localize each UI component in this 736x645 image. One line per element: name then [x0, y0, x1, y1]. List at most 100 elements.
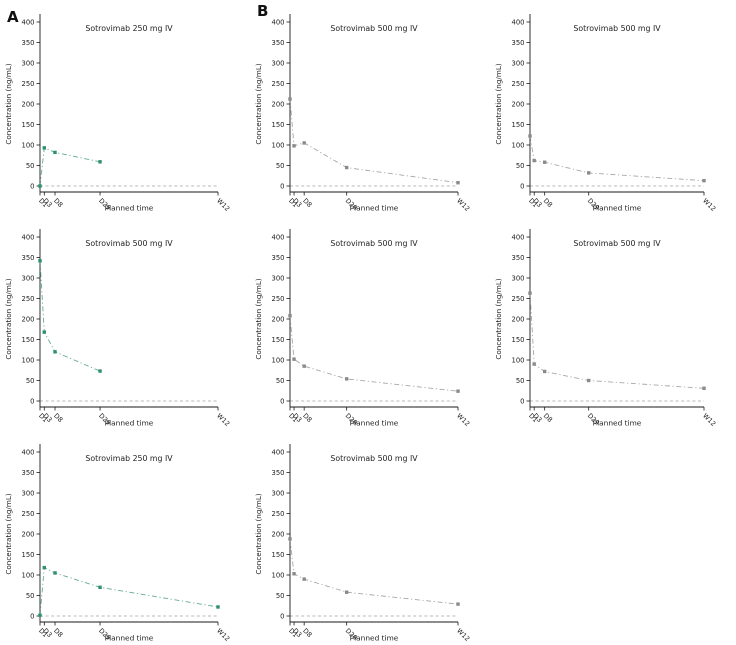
- data-point-marker: [542, 369, 547, 374]
- data-point-marker: [42, 146, 46, 150]
- data-point-marker: [586, 171, 591, 175]
- y-tick-label: 200: [512, 315, 525, 323]
- y-tick-label: 300: [272, 59, 285, 67]
- data-point-marker: [98, 160, 102, 164]
- y-axis-title: Concentration (ng/mL): [4, 278, 13, 359]
- data-point-marker: [42, 330, 46, 334]
- y-tick-label: 0: [520, 182, 524, 190]
- y-tick-label: 0: [30, 612, 34, 620]
- series-line: [39, 566, 219, 616]
- y-tick-label: 0: [280, 182, 284, 190]
- data-point-marker: [292, 357, 296, 361]
- chart-title: Sotrovimab 500 mg IV: [573, 239, 661, 248]
- data-point-marker: [53, 150, 57, 155]
- data-point-marker: [42, 565, 46, 570]
- y-axis-title: Concentration (ng/mL): [254, 63, 263, 144]
- data-point-marker: [456, 602, 460, 606]
- data-point-marker: [302, 141, 306, 145]
- y-tick-label: 150: [512, 336, 525, 344]
- data-point-marker: [532, 158, 536, 163]
- x-axis-title: Planned time: [593, 419, 642, 428]
- chart-title: Sotrovimab 500 mg IV: [330, 239, 418, 248]
- y-tick-label: 100: [272, 356, 285, 364]
- x-tick-label: W12: [215, 627, 231, 643]
- y-tick-label: 0: [30, 182, 34, 190]
- x-tick-label: W12: [215, 197, 231, 213]
- chart-title: Sotrovimab 500 mg IV: [330, 24, 418, 33]
- y-tick-label: 250: [22, 510, 35, 518]
- x-axis-title: Planned time: [350, 634, 399, 643]
- x-tick-label: W12: [455, 197, 471, 213]
- x-tick-label: D8: [301, 197, 313, 209]
- y-tick-label: 350: [272, 254, 285, 262]
- y-tick-label: 200: [272, 315, 285, 323]
- y-tick-label: 250: [272, 80, 285, 88]
- data-point-marker: [292, 144, 296, 148]
- y-axis-title: Concentration (ng/mL): [494, 278, 503, 359]
- data-point-marker: [288, 537, 292, 541]
- data-point-marker: [344, 165, 349, 170]
- chart-cell: 0 50 100 150 200 250 300 350 400 D1 D3 D8 D29 W12 Conc…: [250, 430, 490, 645]
- empty-cell: [490, 430, 736, 645]
- data-point-marker: [98, 369, 102, 373]
- y-tick-label: 250: [22, 80, 35, 88]
- x-axis-title: Planned time: [105, 634, 154, 643]
- y-tick-label: 250: [272, 510, 285, 518]
- x-tick-label: W12: [455, 412, 471, 428]
- data-point-marker: [456, 389, 460, 393]
- data-point-marker: [344, 377, 349, 381]
- y-tick-label: 50: [276, 377, 285, 385]
- x-tick-label: D8: [52, 197, 64, 209]
- y-tick-label: 350: [512, 39, 525, 47]
- data-point-marker: [702, 386, 706, 390]
- data-point-marker: [38, 613, 42, 617]
- x-axis-title: Planned time: [105, 204, 154, 213]
- chart-title: Sotrovimab 500 mg IV: [330, 454, 418, 463]
- y-tick-label: 150: [22, 551, 35, 559]
- data-point-marker: [344, 590, 349, 594]
- y-tick-label: 100: [512, 356, 525, 364]
- data-point-marker: [542, 160, 547, 164]
- y-tick-label: 0: [520, 397, 524, 405]
- y-tick-label: 400: [512, 18, 525, 26]
- y-tick-label: 200: [22, 530, 35, 538]
- x-tick-label: D8: [52, 412, 64, 424]
- data-point-marker: [38, 259, 42, 263]
- y-tick-label: 300: [272, 489, 285, 497]
- x-tick-label: D8: [542, 412, 554, 424]
- chart-title: Sotrovimab 250 mg IV: [85, 24, 173, 33]
- y-tick-label: 300: [512, 59, 525, 67]
- y-tick-label: 150: [512, 121, 525, 129]
- data-point-marker: [288, 97, 292, 101]
- y-tick-label: 400: [272, 448, 285, 456]
- data-point-marker: [528, 291, 532, 295]
- chart-cell: 0 50 100 150 200 250 300 350 400 D1 D3 D8 D29 W12 Conc…: [490, 215, 736, 430]
- chart-title: Sotrovimab 500 mg IV: [573, 24, 661, 33]
- y-tick-label: 200: [22, 100, 35, 108]
- y-tick-label: 150: [272, 336, 285, 344]
- data-point-marker: [288, 314, 292, 318]
- x-tick-label: W12: [455, 627, 471, 643]
- y-tick-label: 350: [22, 39, 35, 47]
- chart-title: Sotrovimab 250 mg IV: [85, 454, 173, 463]
- series-line: [289, 538, 459, 605]
- x-tick-label: W12: [215, 412, 231, 428]
- y-tick-label: 300: [22, 59, 35, 67]
- y-tick-label: 300: [272, 274, 285, 282]
- y-tick-label: 250: [512, 80, 525, 88]
- data-point-marker: [38, 184, 42, 188]
- y-axis-title: Concentration (ng/mL): [494, 63, 503, 144]
- series-line: [529, 293, 705, 389]
- y-tick-label: 100: [272, 571, 285, 579]
- x-tick-label: D8: [52, 627, 64, 639]
- x-tick-label: D8: [542, 197, 554, 209]
- y-tick-label: 400: [272, 18, 285, 26]
- data-point-marker: [53, 571, 57, 575]
- y-tick-label: 150: [272, 551, 285, 559]
- data-point-marker: [302, 364, 306, 368]
- y-tick-label: 300: [22, 274, 35, 282]
